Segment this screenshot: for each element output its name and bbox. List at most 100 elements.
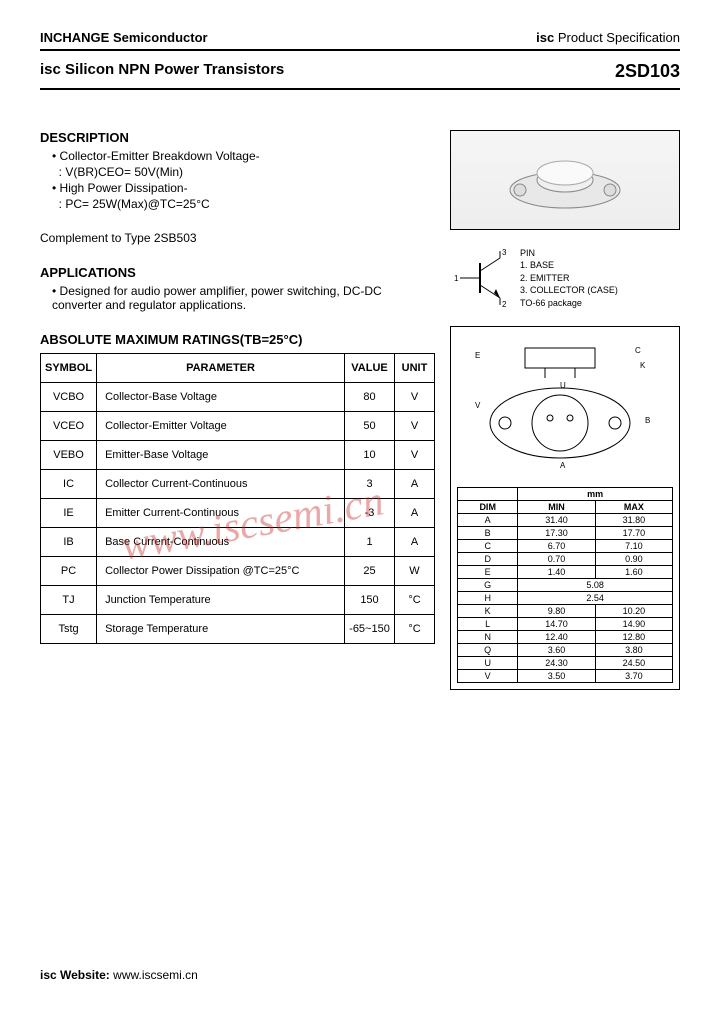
svg-text:1: 1 [454,274,459,283]
cell-max: 0.90 [595,553,672,566]
svg-text:V: V [475,401,481,410]
table-row: VEBO Emitter-Base Voltage 10 V [41,441,435,470]
cell-unit: V [395,383,435,412]
table-row: H 2.54 [458,592,673,605]
cell-unit: A [395,499,435,528]
cell-max: 17.70 [595,527,672,540]
cell-symbol: VCBO [41,383,97,412]
cell-parameter: Emitter-Base Voltage [97,441,345,470]
cell-symbol: IB [41,528,97,557]
cell-max: 10.20 [595,605,672,618]
cell-dim: A [458,514,518,527]
dim-unit-header: mm [518,488,673,501]
svg-text:U: U [560,381,566,390]
cell-min: 3.60 [518,644,595,657]
svg-text:E: E [475,351,480,360]
cell-max: 14.90 [595,618,672,631]
desc-item: • Collector-Emitter Breakdown Voltage- [52,149,435,163]
svg-text:A: A [560,461,566,470]
cell-dim: G [458,579,518,592]
cell-symbol: TJ [41,586,97,615]
cell-min: 5.08 [518,579,673,592]
table-row: G 5.08 [458,579,673,592]
col-unit: UNIT [395,354,435,383]
pin-pkg: TO-66 package [520,297,618,310]
ratings-table: SYMBOL PARAMETER VALUE UNIT VCBO Collect… [40,353,435,644]
cell-min: 1.40 [518,566,595,579]
cell-min: 14.70 [518,618,595,631]
desc-item: : PC= 25W(Max)@TC=25°C [52,197,435,211]
pin-heading: PIN [520,247,618,260]
cell-symbol: IE [41,499,97,528]
cell-min: 9.80 [518,605,595,618]
cell-unit: V [395,412,435,441]
app-item: • Designed for audio power amplifier, po… [52,284,435,312]
col-parameter: PARAMETER [97,354,345,383]
table-row: D 0.70 0.90 [458,553,673,566]
cell-dim: H [458,592,518,605]
footer-label: isc Website: [40,968,110,982]
dim-col-0: DIM [458,501,518,514]
dim-col-dim [458,488,518,501]
cell-parameter: Collector-Base Voltage [97,383,345,412]
cell-symbol: VCEO [41,412,97,441]
description-list: • Collector-Emitter Breakdown Voltage- :… [52,149,435,211]
table-row: IB Base Current-Continuous 1 A [41,528,435,557]
table-row: E 1.40 1.60 [458,566,673,579]
spec-label: isc Product Specification [536,30,680,45]
to66-package-icon [495,145,635,215]
mechanical-drawing-icon: E C K V B U A [465,338,665,478]
table-row: V 3.50 3.70 [458,670,673,683]
part-number: 2SD103 [615,61,680,82]
svg-text:K: K [640,361,646,370]
cell-parameter: Base Current-Continuous [97,528,345,557]
cell-parameter: Collector Current-Continuous [97,470,345,499]
cell-symbol: VEBO [41,441,97,470]
cell-unit: A [395,528,435,557]
cell-unit: W [395,557,435,586]
table-row: A 31.40 31.80 [458,514,673,527]
pin-diagram: 1 3 2 PIN 1. BASE 2. EMITTER 3. COLLECTO… [450,238,680,318]
cell-value: 50 [345,412,395,441]
cell-parameter: Junction Temperature [97,586,345,615]
complement-text: Complement to Type 2SB503 [40,231,435,245]
cell-max: 3.80 [595,644,672,657]
ratings-heading: ABSOLUTE MAXIMUM RATINGS(TB=25°C) [40,332,435,347]
cell-max: 12.80 [595,631,672,644]
header: INCHANGE Semiconductor isc Product Speci… [40,30,680,51]
cell-symbol: PC [41,557,97,586]
title-prefix: isc [40,61,61,78]
col-value: VALUE [345,354,395,383]
cell-max: 1.60 [595,566,672,579]
package-image [450,130,680,230]
cell-parameter: Collector Power Dissipation @TC=25°C [97,557,345,586]
svg-text:C: C [635,346,641,355]
dim-col-1: MIN [518,501,595,514]
table-row: L 14.70 14.90 [458,618,673,631]
cell-min: 17.30 [518,527,595,540]
title-row: isc Silicon NPN Power Transistors 2SD103 [40,61,680,90]
cell-min: 2.54 [518,592,673,605]
transistor-symbol-icon: 1 3 2 [450,243,520,313]
cell-symbol: IC [41,470,97,499]
outline-box: E C K V B U A mm DIM MIN MAX [450,326,680,690]
desc-item: • High Power Dissipation- [52,181,435,195]
cell-value: 150 [345,586,395,615]
cell-dim: Q [458,644,518,657]
title-text: Silicon NPN Power Transistors [65,61,284,78]
cell-unit: A [395,470,435,499]
table-row: PC Collector Power Dissipation @TC=25°C … [41,557,435,586]
cell-unit: V [395,441,435,470]
cell-unit: °C [395,615,435,644]
spec-prefix: isc [536,30,554,45]
cell-value: 3 [345,470,395,499]
desc-item: : V(BR)CEO= 50V(Min) [52,165,435,179]
outline-drawing: E C K V B U A [457,333,673,483]
description-heading: DESCRIPTION [40,130,435,145]
cell-parameter: Collector-Emitter Voltage [97,412,345,441]
cell-dim: B [458,527,518,540]
cell-dim: D [458,553,518,566]
cell-min: 31.40 [518,514,595,527]
pin-3: 3. COLLECTOR (CASE) [520,284,618,297]
cell-value: 1 [345,528,395,557]
